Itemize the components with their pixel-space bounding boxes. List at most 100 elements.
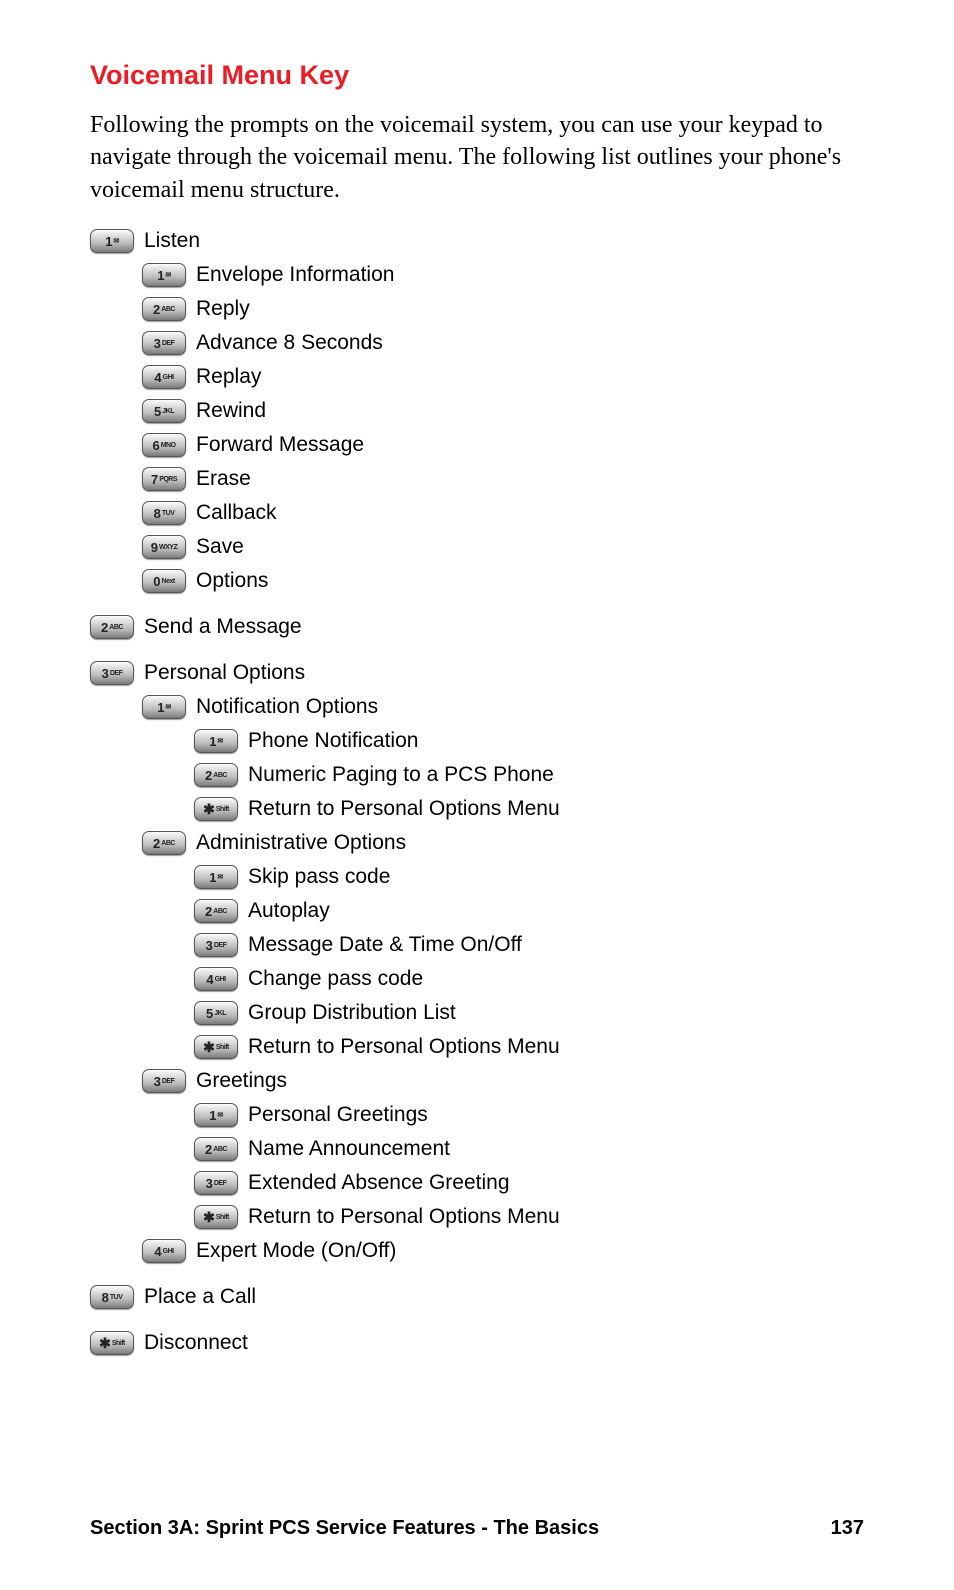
menu-label: Personal Options bbox=[144, 661, 305, 685]
menu-label: Callback bbox=[196, 501, 277, 525]
menu-row: 1✉ Skip pass code bbox=[194, 860, 864, 894]
menu-label: Options bbox=[196, 569, 268, 593]
menu-label: Autoplay bbox=[248, 899, 330, 923]
menu-label: Return to Personal Options Menu bbox=[248, 797, 560, 821]
menu-row: 1✉ Listen bbox=[90, 224, 864, 258]
menu-row: 1✉Notification Options bbox=[142, 690, 864, 724]
keypad-key-icon: 9WXYZ bbox=[142, 535, 186, 559]
menu-tree: 1✉ Listen 1✉ Envelope Information 2ABC Reply 3… bbox=[90, 224, 864, 1360]
menu-row: 8TUV Place a Call bbox=[90, 1280, 864, 1314]
page-footer: Section 3A: Sprint PCS Service Features … bbox=[90, 1517, 864, 1540]
keypad-key-icon: 3DEF bbox=[90, 661, 134, 685]
menu-label: Numeric Paging to a PCS Phone bbox=[248, 763, 554, 787]
keypad-key-icon: 2ABC bbox=[90, 615, 134, 639]
menu-label: Send a Message bbox=[144, 615, 302, 639]
keypad-key-icon: 2ABC bbox=[194, 763, 238, 787]
menu-label: Listen bbox=[144, 229, 200, 253]
menu-row: 4GHI Change pass code bbox=[194, 962, 864, 996]
menu-row: ✱Shift Disconnect bbox=[90, 1326, 864, 1360]
menu-row: 3DEF Extended Absence Greeting bbox=[194, 1166, 864, 1200]
menu-row: 8TUV Callback bbox=[142, 496, 864, 530]
keypad-key-icon: 1✉ bbox=[90, 229, 134, 253]
menu-label: Greetings bbox=[196, 1069, 287, 1093]
keypad-key-icon: ✱Shift bbox=[90, 1331, 134, 1355]
intro-paragraph: Following the prompts on the voicemail s… bbox=[90, 109, 864, 206]
keypad-key-icon: 1✉ bbox=[142, 695, 186, 719]
keypad-key-icon: 2ABC bbox=[142, 297, 186, 321]
menu-row: 4GHI Expert Mode (On/Off) bbox=[142, 1234, 864, 1268]
menu-label: Save bbox=[196, 535, 244, 559]
menu-row: ✱Shift Return to Personal Options Menu bbox=[194, 792, 864, 826]
menu-label: Skip pass code bbox=[248, 865, 390, 889]
keypad-key-icon: 3DEF bbox=[194, 933, 238, 957]
menu-label: Phone Notification bbox=[248, 729, 418, 753]
menu-row: 1✉ Envelope Information bbox=[142, 258, 864, 292]
menu-row: 0Next Options bbox=[142, 564, 864, 598]
page-content: Voicemail Menu Key Following the prompts… bbox=[0, 0, 954, 1360]
keypad-key-icon: 2ABC bbox=[194, 899, 238, 923]
keypad-key-icon: 5JKL bbox=[194, 1001, 238, 1025]
keypad-key-icon: 7PQRS bbox=[142, 467, 186, 491]
keypad-key-icon: 2ABC bbox=[194, 1137, 238, 1161]
menu-label: Group Distribution List bbox=[248, 1001, 456, 1025]
menu-row: 2ABC Send a Message bbox=[90, 610, 864, 644]
menu-label: Replay bbox=[196, 365, 261, 389]
menu-label: Name Announcement bbox=[248, 1137, 450, 1161]
keypad-key-icon: 1✉ bbox=[194, 1103, 238, 1127]
keypad-key-icon: 4GHI bbox=[194, 967, 238, 991]
footer-section: Section 3A: Sprint PCS Service Features … bbox=[90, 1517, 599, 1540]
menu-label: Personal Greetings bbox=[248, 1103, 428, 1127]
footer-page-number: 137 bbox=[831, 1517, 864, 1540]
menu-label: Change pass code bbox=[248, 967, 423, 991]
menu-label: Extended Absence Greeting bbox=[248, 1171, 510, 1195]
menu-label: Disconnect bbox=[144, 1331, 248, 1355]
keypad-key-icon: ✱Shift bbox=[194, 1205, 238, 1229]
menu-row: 5JKLRewind bbox=[142, 394, 864, 428]
keypad-key-icon: 1✉ bbox=[194, 729, 238, 753]
keypad-key-icon: 8TUV bbox=[90, 1285, 134, 1309]
menu-label: Administrative Options bbox=[196, 831, 406, 855]
keypad-key-icon: 3DEF bbox=[142, 1069, 186, 1093]
menu-label: Expert Mode (On/Off) bbox=[196, 1239, 396, 1263]
menu-row: 7PQRS Erase bbox=[142, 462, 864, 496]
menu-row: 6MNO Forward Message bbox=[142, 428, 864, 462]
menu-label: Rewind bbox=[196, 399, 266, 423]
menu-label: Forward Message bbox=[196, 433, 364, 457]
keypad-key-icon: 2ABC bbox=[142, 831, 186, 855]
menu-label: Place a Call bbox=[144, 1285, 256, 1309]
menu-row: 4GHI Replay bbox=[142, 360, 864, 394]
keypad-key-icon: ✱Shift bbox=[194, 797, 238, 821]
menu-row: 1✉ Phone Notification bbox=[194, 724, 864, 758]
keypad-key-icon: 8TUV bbox=[142, 501, 186, 525]
menu-row: 2ABC Name Announcement bbox=[194, 1132, 864, 1166]
menu-row: 3DEF Advance 8 Seconds bbox=[142, 326, 864, 360]
keypad-key-icon: 1✉ bbox=[194, 865, 238, 889]
menu-row: 3DEF Greetings bbox=[142, 1064, 864, 1098]
menu-row: 2ABC Numeric Paging to a PCS Phone bbox=[194, 758, 864, 792]
keypad-key-icon: 1✉ bbox=[142, 263, 186, 287]
menu-label: Message Date & Time On/Off bbox=[248, 933, 522, 957]
menu-row: 2ABC Administrative Options bbox=[142, 826, 864, 860]
menu-label: Erase bbox=[196, 467, 251, 491]
menu-row: 3DEF Personal Options bbox=[90, 656, 864, 690]
menu-label: Advance 8 Seconds bbox=[196, 331, 383, 355]
keypad-key-icon: 3DEF bbox=[142, 331, 186, 355]
page-title: Voicemail Menu Key bbox=[90, 60, 864, 91]
menu-label: Reply bbox=[196, 297, 250, 321]
menu-row: 1✉ Personal Greetings bbox=[194, 1098, 864, 1132]
keypad-key-icon: 4GHI bbox=[142, 365, 186, 389]
menu-row: 2ABC Autoplay bbox=[194, 894, 864, 928]
menu-label: Return to Personal Options Menu bbox=[248, 1205, 560, 1229]
menu-row: 9WXYZ Save bbox=[142, 530, 864, 564]
keypad-key-icon: 6MNO bbox=[142, 433, 186, 457]
keypad-key-icon: 4GHI bbox=[142, 1239, 186, 1263]
keypad-key-icon: 0Next bbox=[142, 569, 186, 593]
menu-row: 5JKL Group Distribution List bbox=[194, 996, 864, 1030]
menu-row: ✱Shift Return to Personal Options Menu bbox=[194, 1030, 864, 1064]
keypad-key-icon: 3DEF bbox=[194, 1171, 238, 1195]
menu-row: 2ABC Reply bbox=[142, 292, 864, 326]
keypad-key-icon: ✱Shift bbox=[194, 1035, 238, 1059]
menu-label: Return to Personal Options Menu bbox=[248, 1035, 560, 1059]
menu-row: 3DEF Message Date & Time On/Off bbox=[194, 928, 864, 962]
menu-label: Envelope Information bbox=[196, 263, 394, 287]
